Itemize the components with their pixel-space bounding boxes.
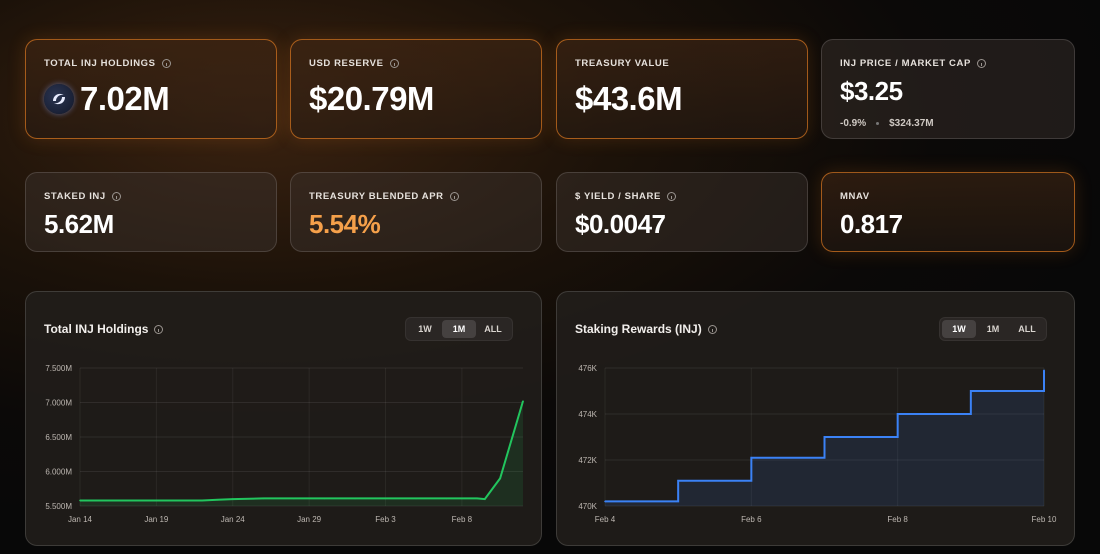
holdings-data-point	[354, 497, 356, 500]
mnav-label: MNAV	[840, 191, 870, 202]
staking-data-point	[896, 413, 899, 415]
staked-inj-value: 5.62M	[44, 209, 114, 239]
treasury-value-card: TREASURY VALUE $43.6M	[556, 39, 808, 139]
separator-dot	[876, 122, 880, 125]
holdings-data-point	[445, 497, 448, 500]
holdings-data-point	[201, 499, 204, 502]
info-icon[interactable]	[161, 59, 171, 68]
info-icon[interactable]	[449, 192, 459, 201]
holdings-data-point	[323, 497, 326, 500]
range-1w-button[interactable]: 1W	[942, 320, 976, 338]
holdings-data-point	[415, 497, 417, 500]
mnav-value: 0.817	[840, 209, 903, 239]
market-cap: $324.37M	[889, 118, 934, 129]
holdings-area	[80, 401, 523, 506]
blended-apr-label: TREASURY BLENDED APR	[309, 191, 459, 202]
y-tick-label: 5.500M	[45, 502, 72, 511]
staking-data-point	[970, 390, 972, 392]
range-1m-button[interactable]: 1M	[442, 320, 476, 338]
x-tick-label: Jan 24	[221, 515, 246, 524]
holdings-data-point	[216, 498, 219, 501]
info-icon[interactable]	[111, 192, 121, 201]
inj-price-card: INJ PRICE / MARKET CAP $3.25 -0.9% $324.…	[821, 39, 1075, 139]
yield-share-card: $ YIELD / SHARE $0.0047	[556, 172, 808, 252]
mnav-card: MNAV 0.817	[821, 172, 1075, 252]
holdings-data-point	[384, 497, 387, 500]
holdings-data-point	[484, 498, 486, 500]
staked-inj-label: STAKED INJ	[44, 191, 121, 202]
yield-share-label: $ YIELD / SHARE	[575, 191, 676, 202]
holdings-chart[interactable]: 5.500M 6.000M 6.500M 7.000M 7.500M Jan 14 Jan …	[26, 354, 541, 539]
range-1w-button[interactable]: 1W	[408, 320, 442, 338]
y-tick-label: 6.000M	[45, 468, 72, 477]
inj-price-value: $3.25	[840, 76, 903, 106]
x-tick-label: Feb 8	[887, 515, 908, 524]
price-change: -0.9%	[840, 118, 867, 129]
inj-price-label: INJ PRICE / MARKET CAP	[840, 58, 986, 69]
y-tick-label: 7.000M	[45, 399, 72, 408]
holdings-data-point	[293, 497, 295, 500]
usd-reserve-label: USD RESERVE	[309, 58, 399, 69]
staking-chart-title: Staking Rewards (INJ)	[575, 322, 717, 336]
holdings-data-point	[231, 498, 234, 500]
x-tick-label: Feb 4	[595, 515, 616, 524]
x-tick-label: Feb 8	[452, 515, 473, 524]
holdings-data-point	[499, 477, 501, 480]
y-tick-label: 476K	[578, 364, 597, 373]
x-tick-label: Jan 29	[297, 515, 322, 524]
range-1m-button[interactable]: 1M	[976, 320, 1010, 338]
info-icon[interactable]	[389, 59, 399, 68]
holdings-chart-card: Total INJ Holdings 1W 1M ALL 5.500M 6.000…	[25, 291, 542, 546]
holdings-data-point	[109, 499, 112, 502]
holdings-chart-title: Total INJ Holdings	[44, 322, 164, 336]
total-inj-holdings-value: 7.02M	[44, 80, 170, 118]
treasury-value-label: TREASURY VALUE	[575, 58, 670, 69]
yield-share-value: $0.0047	[575, 209, 666, 239]
holdings-data-point	[522, 400, 524, 402]
holdings-range-selector: 1W 1M ALL	[405, 317, 513, 341]
y-tick-label: 7.500M	[45, 364, 72, 373]
inj-price-sub: -0.9% $324.37M	[840, 118, 934, 129]
staking-data-point	[677, 479, 679, 482]
total-inj-holdings-label: TOTAL INJ HOLDINGS	[44, 58, 171, 69]
treasury-value-value: $43.6M	[575, 80, 683, 117]
injective-logo-icon	[44, 84, 74, 114]
holdings-data-point	[461, 497, 463, 500]
staking-data-point	[823, 436, 826, 438]
y-tick-label: 472K	[578, 456, 597, 465]
staking-chart-card: Staking Rewards (INJ) 1W 1M ALL 470K 472K…	[556, 291, 1075, 546]
staking-data-point	[604, 500, 606, 503]
info-icon[interactable]	[707, 324, 717, 334]
x-tick-label: Jan 14	[68, 515, 93, 524]
holdings-data-point	[262, 497, 265, 500]
holdings-series-line	[80, 400, 524, 502]
x-tick-label: Feb 6	[741, 515, 762, 524]
y-tick-label: 474K	[578, 410, 597, 419]
total-inj-holdings-card: TOTAL INJ HOLDINGS 7.02M	[25, 39, 277, 139]
y-tick-label: 470K	[578, 502, 597, 511]
info-icon[interactable]	[154, 324, 164, 334]
y-tick-label: 6.500M	[45, 433, 72, 442]
x-tick-label: Feb 10	[1032, 515, 1057, 524]
usd-reserve-card: USD RESERVE $20.79M	[290, 39, 542, 139]
x-tick-label: Feb 3	[375, 515, 396, 524]
blended-apr-card: TREASURY BLENDED APR 5.54%	[290, 172, 542, 252]
x-tick-label: Jan 19	[144, 515, 169, 524]
blended-apr-value: 5.54%	[309, 209, 381, 239]
staking-data-point	[750, 456, 753, 459]
range-all-button[interactable]: ALL	[1010, 320, 1044, 338]
holdings-data-point	[79, 499, 81, 502]
staked-inj-card: STAKED INJ 5.62M	[25, 172, 277, 252]
info-icon[interactable]	[666, 192, 676, 201]
holdings-data-point	[170, 499, 173, 502]
holdings-data-point	[140, 499, 142, 502]
info-icon[interactable]	[976, 59, 986, 68]
range-all-button[interactable]: ALL	[476, 320, 510, 338]
usd-reserve-value: $20.79M	[309, 80, 434, 117]
holdings-data-point	[476, 497, 478, 500]
staking-data-point	[1043, 369, 1045, 372]
staking-range-selector: 1W 1M ALL	[939, 317, 1047, 341]
staking-chart[interactable]: 470K 472K 474K 476K Feb 4 Feb 6 Feb 8 Feb 10	[557, 354, 1074, 539]
